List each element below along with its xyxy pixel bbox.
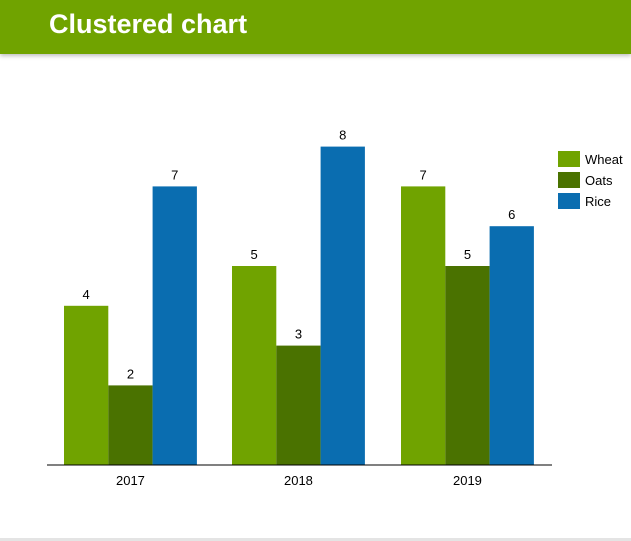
- bar-oats-2017: [108, 385, 153, 465]
- bar-rice-2019: [489, 226, 534, 465]
- data-label-oats-2018: 3: [295, 327, 302, 342]
- bar-rice-2017: [152, 186, 197, 465]
- data-label-rice-2019: 6: [508, 207, 515, 222]
- data-label-oats-2019: 5: [464, 247, 471, 262]
- bar-oats-2019: [445, 266, 490, 465]
- bar-rice-2018: [320, 146, 365, 465]
- data-label-wheat-2018: 5: [251, 247, 258, 262]
- legend-swatch-wheat: [558, 151, 580, 167]
- data-label-oats-2017: 2: [127, 366, 134, 381]
- bar-wheat-2017: [64, 305, 109, 465]
- bar-wheat-2018: [232, 266, 277, 465]
- data-label-wheat-2017: 4: [83, 287, 90, 302]
- legend-label-wheat: Wheat: [585, 152, 623, 167]
- data-label-rice-2018: 8: [339, 128, 346, 143]
- legend-swatch-rice: [558, 193, 580, 209]
- bar-oats-2018: [276, 345, 321, 465]
- x-tick-label-2019: 2019: [453, 473, 482, 488]
- page-title: Clustered chart: [49, 9, 248, 39]
- legend-label-oats: Oats: [585, 173, 613, 188]
- legend-label-rice: Rice: [585, 194, 611, 209]
- bar-wheat-2019: [401, 186, 446, 465]
- bottom-divider: [0, 538, 631, 541]
- header-bar: Clustered chart: [0, 0, 631, 54]
- x-tick-label-2017: 2017: [116, 473, 145, 488]
- legend-swatch-oats: [558, 172, 580, 188]
- data-label-rice-2017: 7: [171, 167, 178, 182]
- data-label-wheat-2019: 7: [420, 167, 427, 182]
- x-tick-label-2018: 2018: [284, 473, 313, 488]
